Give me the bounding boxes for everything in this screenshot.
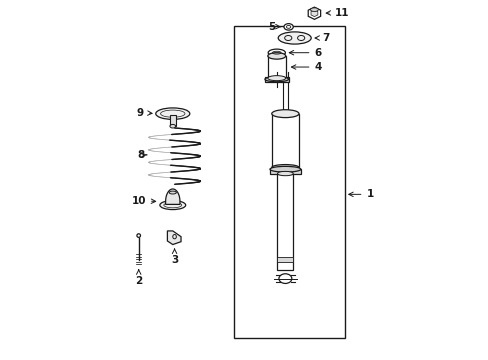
Bar (277, 174, 293, 270)
Text: 8: 8 (137, 150, 146, 160)
Ellipse shape (269, 166, 300, 172)
Ellipse shape (267, 53, 285, 59)
Ellipse shape (169, 125, 175, 128)
Polygon shape (165, 189, 180, 204)
Text: 2: 2 (135, 270, 142, 286)
Ellipse shape (284, 24, 293, 30)
Ellipse shape (267, 76, 285, 81)
Bar (277, 257, 293, 262)
Ellipse shape (169, 191, 176, 194)
Bar (264, 77, 288, 82)
Bar (169, 116, 175, 126)
Ellipse shape (278, 32, 310, 44)
Text: 7: 7 (314, 33, 329, 43)
Bar (269, 169, 300, 174)
Text: 5: 5 (267, 22, 280, 32)
Ellipse shape (310, 8, 318, 12)
Text: 10: 10 (131, 196, 155, 206)
Text: 1: 1 (348, 189, 373, 199)
Text: 3: 3 (171, 249, 178, 265)
Polygon shape (310, 10, 317, 17)
Bar (267, 56, 285, 78)
Ellipse shape (271, 165, 298, 170)
Bar (271, 114, 298, 167)
Text: 9: 9 (137, 108, 152, 118)
Ellipse shape (160, 201, 185, 210)
Ellipse shape (277, 171, 293, 176)
Polygon shape (307, 7, 320, 19)
Ellipse shape (271, 110, 298, 118)
Polygon shape (167, 231, 181, 244)
Text: 6: 6 (289, 48, 321, 58)
Text: 4: 4 (291, 62, 321, 72)
Ellipse shape (155, 108, 189, 120)
Ellipse shape (267, 49, 285, 56)
Bar (233, 26, 344, 338)
Ellipse shape (264, 77, 288, 82)
Text: 11: 11 (325, 8, 348, 18)
